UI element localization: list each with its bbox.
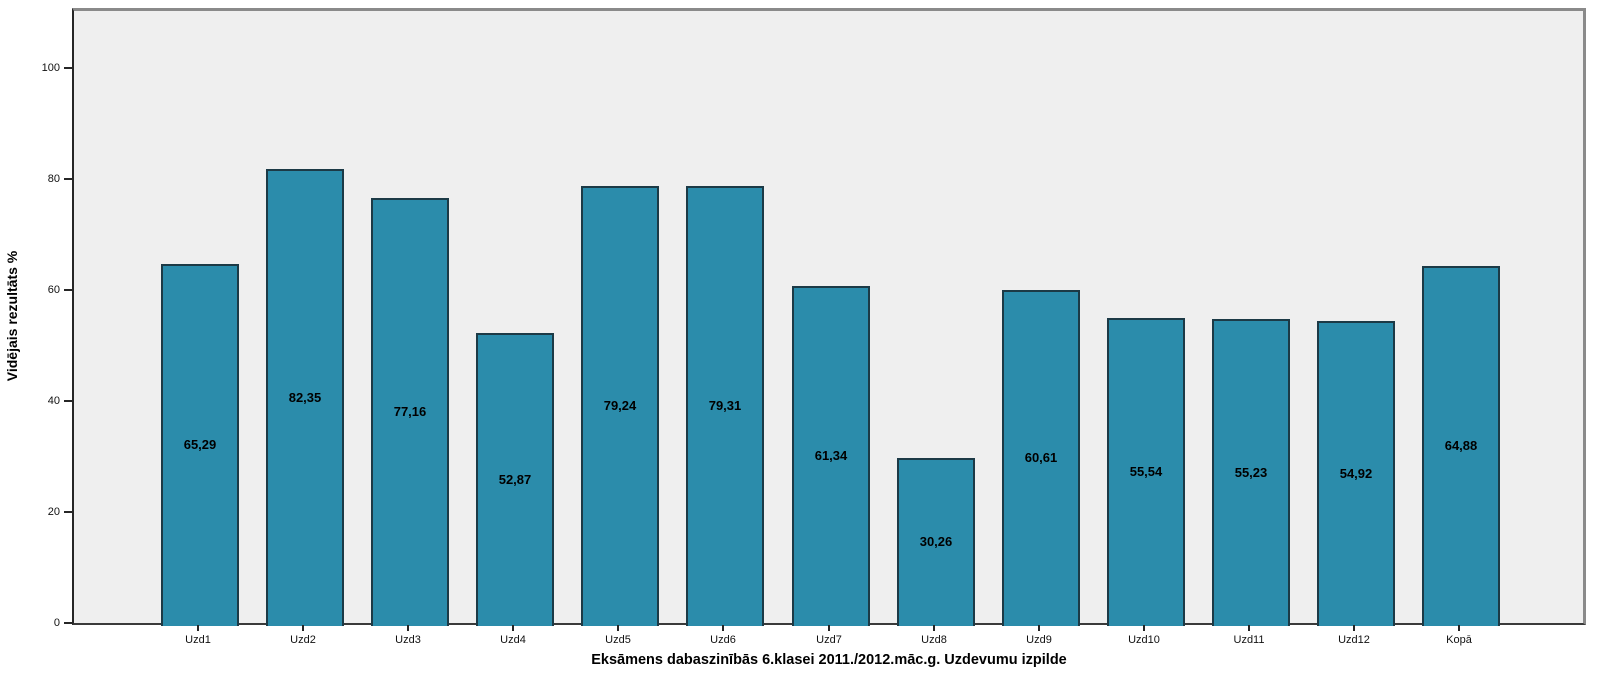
y-tick-mark xyxy=(64,400,72,402)
x-tick-mark xyxy=(1458,625,1460,631)
y-tick-mark xyxy=(64,67,72,69)
y-tick-label-0: 0 xyxy=(53,617,60,629)
bar-value-label-Uzd12: 54,92 xyxy=(1339,466,1373,481)
y-tick-mark xyxy=(64,511,72,513)
bar-value-label-Uzd8: 30,26 xyxy=(919,534,953,549)
x-tick-label-Uzd5: Uzd5 xyxy=(605,634,631,646)
x-tick-label-Uzd9: Uzd9 xyxy=(1026,634,1052,646)
x-tick-label-Uzd4: Uzd4 xyxy=(500,634,526,646)
x-tick-mark xyxy=(1353,625,1355,631)
bar-Uzd10 xyxy=(1107,318,1185,626)
x-tick-label-Uzd2: Uzd2 xyxy=(290,634,316,646)
x-tick-mark xyxy=(512,625,514,631)
x-tick-label-Uzd1: Uzd1 xyxy=(185,634,211,646)
bar-Uzd4 xyxy=(476,333,554,626)
x-tick-mark xyxy=(197,625,199,631)
bar-value-label-Uzd6: 79,31 xyxy=(708,398,742,413)
x-tick-mark xyxy=(1143,625,1145,631)
x-tick-label-Uzd7: Uzd7 xyxy=(816,634,842,646)
bar-Uzd8 xyxy=(897,458,975,626)
bar-value-label-Uzd5: 79,24 xyxy=(603,398,637,413)
bar-Uzd12 xyxy=(1317,321,1395,626)
x-tick-mark xyxy=(302,625,304,631)
y-tick-mark xyxy=(64,289,72,291)
bar-Uzd2 xyxy=(266,169,344,626)
y-tick-mark xyxy=(64,178,72,180)
y-tick-label-100: 100 xyxy=(41,62,60,74)
y-axis-title: Vidējais rezultāts % xyxy=(4,250,20,382)
bar-Uzd5 xyxy=(581,186,659,626)
x-tick-mark xyxy=(933,625,935,631)
x-tick-mark xyxy=(407,625,409,631)
bar-Uzd6 xyxy=(686,186,764,626)
x-tick-label-Uzd3: Uzd3 xyxy=(395,634,421,646)
bar-Uzd11 xyxy=(1212,319,1290,626)
x-tick-label-Uzd6: Uzd6 xyxy=(710,634,736,646)
bar-value-label-Uzd1: 65,29 xyxy=(183,437,217,452)
bar-Uzd3 xyxy=(371,198,449,626)
x-tick-mark xyxy=(1038,625,1040,631)
y-tick-label-60: 60 xyxy=(47,284,60,296)
x-tick-label-Uzd8: Uzd8 xyxy=(921,634,947,646)
bar-Uzd1 xyxy=(161,264,239,626)
y-tick-label-80: 80 xyxy=(47,173,60,185)
bar-value-label-Uzd9: 60,61 xyxy=(1024,450,1058,465)
plot-area: 65,29 82,35 77,16 52,87 79,24 79,31 61,34 30,26… xyxy=(72,8,1586,626)
bar-Uzd7 xyxy=(792,286,870,626)
bar-Kopā xyxy=(1422,266,1500,626)
x-tick-label-Uzd11: Uzd11 xyxy=(1233,634,1265,646)
bar-Uzd9 xyxy=(1002,290,1080,626)
x-tick-mark xyxy=(617,625,619,631)
x-tick-label-Kopā: Kopā xyxy=(1446,634,1472,646)
y-tick-mark xyxy=(64,622,72,624)
x-tick-mark xyxy=(828,625,830,631)
x-tick-label-Uzd10: Uzd10 xyxy=(1128,634,1160,646)
x-axis-title: Eksāmens dabaszinībās 6.klasei 2011./201… xyxy=(591,652,1067,668)
bar-value-label-Uzd7: 61,34 xyxy=(814,448,848,463)
bar-value-label-Uzd2: 82,35 xyxy=(288,390,322,405)
bar-value-label-Uzd11: 55,23 xyxy=(1234,465,1268,480)
bar-value-label-Uzd3: 77,16 xyxy=(393,404,427,419)
x-tick-label-Uzd12: Uzd12 xyxy=(1338,634,1370,646)
y-tick-label-40: 40 xyxy=(47,395,60,407)
y-tick-label-20: 20 xyxy=(47,506,60,518)
bar-value-label-Kopā: 64,88 xyxy=(1444,438,1478,453)
x-tick-mark xyxy=(722,625,724,631)
x-tick-mark xyxy=(1248,625,1250,631)
bar-value-label-Uzd10: 55,54 xyxy=(1129,464,1163,479)
bar-value-label-Uzd4: 52,87 xyxy=(498,472,532,487)
